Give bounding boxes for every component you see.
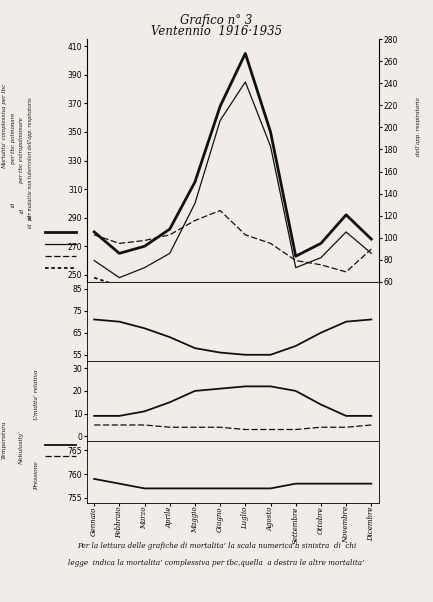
Text: Per la lettura delle grafiche di mortalita’ la scala numerica a sinistra  di  ch: Per la lettura delle grafiche di mortali…	[77, 542, 356, 550]
Text: id  per malattie non tubercolori dell’app. respiratorio: id per malattie non tubercolori dell’app…	[28, 98, 33, 228]
Text: Temperatura: Temperatura	[2, 420, 7, 459]
Text: per tbc extrapolmonare: per tbc extrapolmonare	[19, 117, 25, 184]
Text: legge  indica la mortalita’ complessiva per tbc,quella  a destra le altre mortal: legge indica la mortalita’ complessiva p…	[68, 559, 365, 566]
Text: Mortalita’ complessiva per tbc: Mortalita’ complessiva per tbc	[2, 84, 7, 169]
Text: Grafico n° 3: Grafico n° 3	[180, 14, 253, 27]
Text: Ventennio  1916·1935: Ventennio 1916·1935	[151, 25, 282, 38]
Text: Umidita’ relativa: Umidita’ relativa	[34, 369, 39, 420]
Text: id: id	[19, 208, 25, 213]
Text: Pressione: Pressione	[34, 461, 39, 490]
Text: dell’app. respiratorio: dell’app. respiratorio	[416, 97, 421, 156]
Text: Nebulosity’: Nebulosity’	[19, 432, 25, 465]
Text: id: id	[11, 202, 16, 207]
Text: per tbc polmonare: per tbc polmonare	[11, 113, 16, 164]
Text: id: id	[28, 214, 33, 219]
